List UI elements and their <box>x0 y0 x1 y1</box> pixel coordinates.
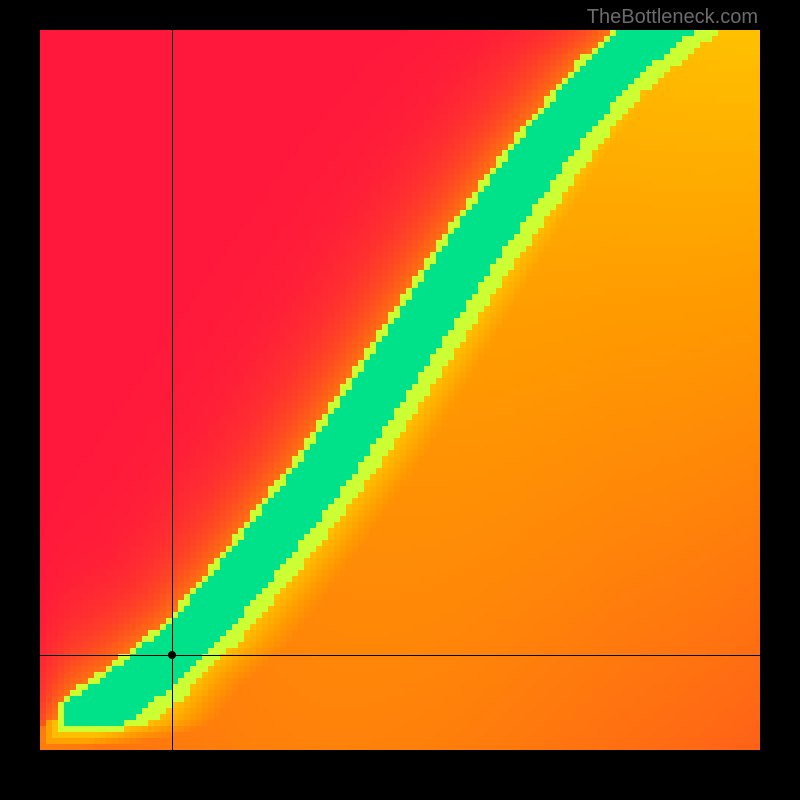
crosshair-marker <box>168 651 176 659</box>
crosshair-vertical <box>172 30 173 750</box>
watermark-text: TheBottleneck.com <box>587 6 758 29</box>
crosshair-horizontal <box>40 655 760 656</box>
heatmap-plot <box>40 30 760 750</box>
heatmap-canvas <box>40 30 760 750</box>
